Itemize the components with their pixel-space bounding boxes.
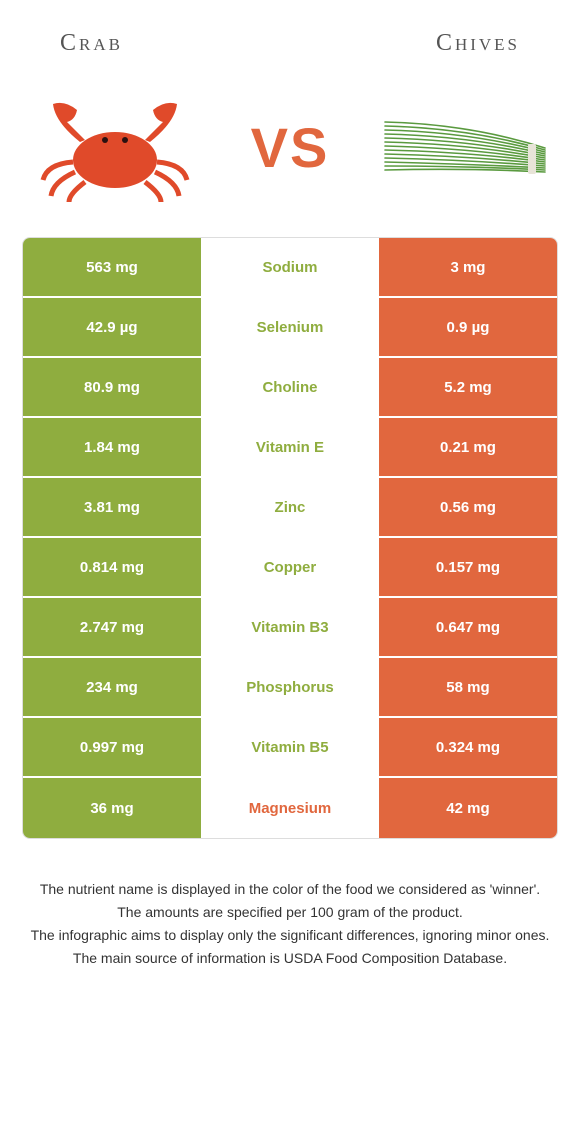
table-row: 3.81 mgZinc0.56 mg [23,478,557,538]
nutrient-name: Vitamin E [201,418,379,476]
nutrient-name: Sodium [201,238,379,296]
right-value: 0.324 mg [379,718,557,776]
right-value: 42 mg [379,778,557,838]
nutrient-name: Zinc [201,478,379,536]
left-value: 2.747 mg [23,598,201,656]
crab-image [30,87,200,207]
footer-line: The nutrient name is displayed in the co… [30,879,550,900]
left-value: 0.997 mg [23,718,201,776]
nutrient-name: Vitamin B3 [201,598,379,656]
table-row: 1.84 mgVitamin E0.21 mg [23,418,557,478]
table-row: 42.9 µgSelenium0.9 µg [23,298,557,358]
left-value: 234 mg [23,658,201,716]
footer-line: The main source of information is USDA F… [30,948,550,969]
nutrient-name: Choline [201,358,379,416]
nutrient-name: Phosphorus [201,658,379,716]
table-row: 563 mgSodium3 mg [23,238,557,298]
nutrient-name: Vitamin B5 [201,718,379,776]
table-row: 0.814 mgCopper0.157 mg [23,538,557,598]
footer-line: The amounts are specified per 100 gram o… [30,902,550,923]
left-value: 36 mg [23,778,201,838]
nutrient-name: Selenium [201,298,379,356]
left-value: 1.84 mg [23,418,201,476]
crab-icon [35,92,195,202]
footer-notes: The nutrient name is displayed in the co… [0,839,580,991]
vs-label: VS [251,115,330,180]
nutrient-name: Magnesium [201,778,379,838]
footer-line: The infographic aims to display only the… [30,925,550,946]
left-value: 42.9 µg [23,298,201,356]
left-value: 3.81 mg [23,478,201,536]
left-value: 563 mg [23,238,201,296]
right-value: 0.21 mg [379,418,557,476]
header-row: Crab Chives [0,0,580,67]
table-row: 80.9 mgCholine5.2 mg [23,358,557,418]
table-row: 234 mgPhosphorus58 mg [23,658,557,718]
right-value: 5.2 mg [379,358,557,416]
left-value: 0.814 mg [23,538,201,596]
right-value: 58 mg [379,658,557,716]
chives-image [380,87,550,207]
comparison-table: 563 mgSodium3 mg42.9 µgSelenium0.9 µg80.… [22,237,558,839]
right-value: 0.157 mg [379,538,557,596]
chives-icon [380,102,550,192]
right-value: 0.9 µg [379,298,557,356]
left-value: 80.9 mg [23,358,201,416]
right-value: 0.647 mg [379,598,557,656]
table-row: 36 mgMagnesium42 mg [23,778,557,838]
right-value: 3 mg [379,238,557,296]
table-row: 0.997 mgVitamin B50.324 mg [23,718,557,778]
right-food-title: Chives [436,30,520,57]
table-row: 2.747 mgVitamin B30.647 mg [23,598,557,658]
vs-row: VS [0,67,580,237]
right-value: 0.56 mg [379,478,557,536]
nutrient-name: Copper [201,538,379,596]
left-food-title: Crab [60,30,123,57]
